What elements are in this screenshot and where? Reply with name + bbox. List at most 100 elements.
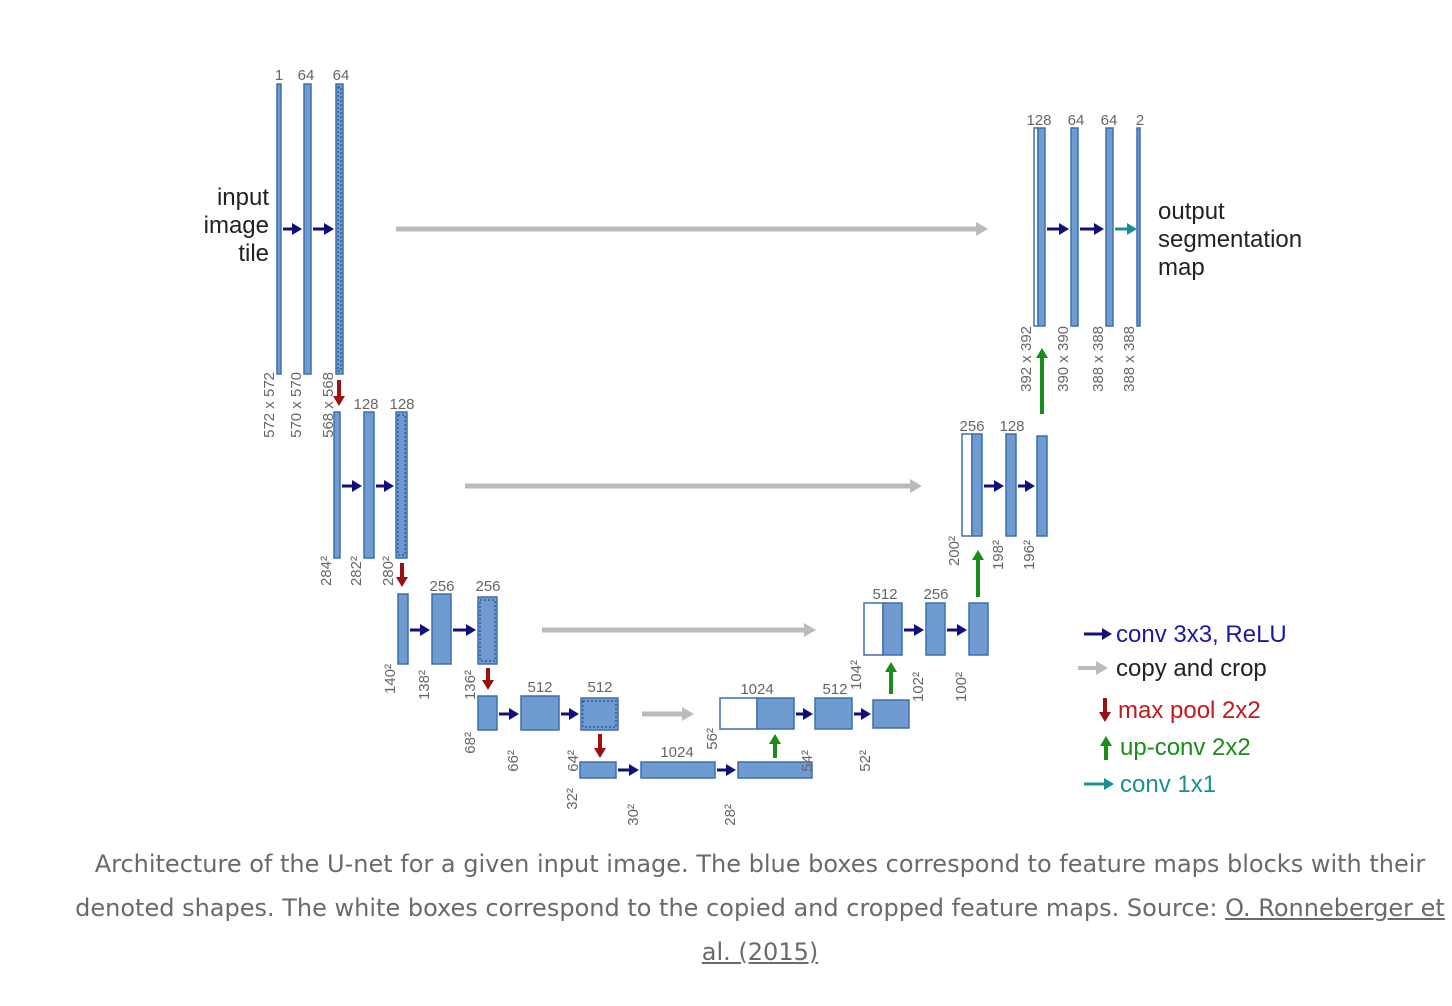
output-label-1: output xyxy=(1158,198,1225,225)
legend-copy-arrow xyxy=(1096,661,1108,675)
size-l4-1: 68² xyxy=(462,732,479,754)
map-l3-conv2-crop-outline xyxy=(479,599,496,662)
conv-arrow-l4-1 xyxy=(509,708,519,720)
channels-l1-3: 64 xyxy=(333,67,350,84)
size-u2-2: 198² xyxy=(990,540,1007,570)
source-link[interactable]: O. Ronneberger et al. (2015) xyxy=(701,894,1445,966)
conv-arrow-l2-2 xyxy=(384,480,394,492)
map-l3-conv2 xyxy=(477,596,498,665)
size-u3-1: 104² xyxy=(848,660,865,690)
conv-arrow-l4-2 xyxy=(569,708,579,720)
map-u4-up xyxy=(756,697,795,730)
output-label-2: segmentation xyxy=(1158,226,1302,253)
channels-u1-2: 64 xyxy=(1068,112,1085,129)
size-l2-1: 284² xyxy=(318,556,335,586)
map-l1-conv1 xyxy=(303,83,312,375)
legend-conv-label: conv 3x3, ReLU xyxy=(1116,621,1287,648)
conv-arrow-bottom-1 xyxy=(629,764,639,776)
size-bottom-3: 28² xyxy=(722,804,739,826)
map-u3-conv2 xyxy=(968,602,989,656)
size-u3-3: 100² xyxy=(953,672,970,702)
map-u2-copy xyxy=(961,433,973,537)
map-l4-conv2-crop-outline xyxy=(582,700,617,728)
size-u2-1: 200² xyxy=(946,536,963,566)
channels-l3-1: 256 xyxy=(429,578,454,595)
map-u3-conv1 xyxy=(925,602,946,656)
upconv-arrow-u2 xyxy=(1036,348,1048,358)
channels-u4-2: 512 xyxy=(822,681,847,698)
copy-arrow-l2 xyxy=(910,479,922,493)
legend-conv1x1-arrow xyxy=(1104,778,1114,790)
legend-up-label: up-conv 2x2 xyxy=(1120,734,1251,761)
map-bottom-conv1 xyxy=(640,761,716,779)
channels-u1-1: 128 xyxy=(1026,112,1051,129)
size-u1-3: 388 x 388 xyxy=(1090,326,1107,392)
input-label-1: input xyxy=(217,184,269,211)
size-u4-1: 56² xyxy=(704,728,721,750)
map-bottom-pool xyxy=(579,761,617,779)
legend-pool-arrow xyxy=(1099,712,1111,722)
size-u1-1: 392 x 392 xyxy=(1018,326,1035,392)
size-l1-1: 572 x 572 xyxy=(261,372,278,438)
conv-arrow-l1-1 xyxy=(292,223,302,235)
size-u2-3: 196² xyxy=(1021,540,1038,570)
copy-arrow-l4 xyxy=(682,707,694,721)
conv-arrow-u1-2 xyxy=(1094,223,1104,235)
map-l1-conv2 xyxy=(335,83,344,375)
input-label-2: image xyxy=(204,212,269,239)
conv1x1-arrow xyxy=(1127,223,1137,235)
size-u1-2: 390 x 390 xyxy=(1055,326,1072,392)
figure-caption: Architecture of the U-net for a given in… xyxy=(60,842,1452,974)
conv-arrow-u3-1 xyxy=(914,624,924,636)
legend-conv-arrow xyxy=(1102,628,1112,640)
map-u1-up xyxy=(1037,127,1046,327)
conv-arrow-l3-1 xyxy=(420,624,430,636)
legend-conv1x1-label: conv 1x1 xyxy=(1120,771,1216,798)
map-l3-pool xyxy=(397,593,409,665)
channels-l4-1: 512 xyxy=(527,679,552,696)
conv-arrow-l1-2 xyxy=(324,223,334,235)
legend-pool-label: max pool 2x2 xyxy=(1118,697,1261,724)
upconv-arrow-u3 xyxy=(972,550,984,560)
channels-u1-4: 2 xyxy=(1136,112,1144,129)
channels-u2-2: 128 xyxy=(999,418,1024,435)
channels-bottom: 1024 xyxy=(660,744,693,761)
legend-copy-label: copy and crop xyxy=(1116,655,1267,682)
upconv-arrow-u4 xyxy=(885,662,897,672)
channels-l3-2: 256 xyxy=(475,578,500,595)
size-u4-2: 54² xyxy=(799,750,816,772)
map-l3-conv1 xyxy=(431,593,452,665)
size-u4-3: 52² xyxy=(857,750,874,772)
channels-l4-2: 512 xyxy=(587,679,612,696)
map-bottom-conv2 xyxy=(737,761,813,779)
channels-l2-2: 128 xyxy=(389,396,414,413)
map-u1-conv2 xyxy=(1105,127,1114,327)
pool-arrow-l3 xyxy=(482,680,494,690)
map-u4-conv1 xyxy=(814,697,853,730)
channels-u2-1: 256 xyxy=(959,418,984,435)
size-l3-1: 140² xyxy=(382,664,399,694)
map-l4-conv1 xyxy=(520,695,560,731)
size-l3-2: 138² xyxy=(416,670,433,700)
size-bottom-2: 30² xyxy=(625,804,642,826)
input-label-3: tile xyxy=(238,240,269,267)
map-u4-conv2 xyxy=(872,699,910,729)
map-l2-conv1 xyxy=(363,411,375,559)
size-l1-2: 570 x 570 xyxy=(288,372,305,438)
conv-arrow-bottom-2 xyxy=(726,764,736,776)
pool-arrow-l4 xyxy=(594,748,606,758)
size-l4-3: 64² xyxy=(565,750,582,772)
map-l1-conv2-crop-outline xyxy=(337,86,342,372)
map-u1-conv1 xyxy=(1070,127,1079,327)
conv-arrow-u4-2 xyxy=(861,708,871,720)
size-bottom-1: 32² xyxy=(564,788,581,810)
size-u1-4: 388 x 388 xyxy=(1121,326,1138,392)
output-label-3: map xyxy=(1158,254,1205,281)
map-l1-input xyxy=(276,83,282,375)
pool-arrow-l1 xyxy=(333,396,345,406)
map-l4-pool xyxy=(477,695,498,731)
map-u2-conv2 xyxy=(1036,435,1048,537)
pool-arrow-l2 xyxy=(396,577,408,587)
unet-architecture-diagram: 1 64 64 572 x 572 570 x 570 568 x 568 inputima… xyxy=(204,67,1302,826)
channels-l1-2: 64 xyxy=(298,67,315,84)
